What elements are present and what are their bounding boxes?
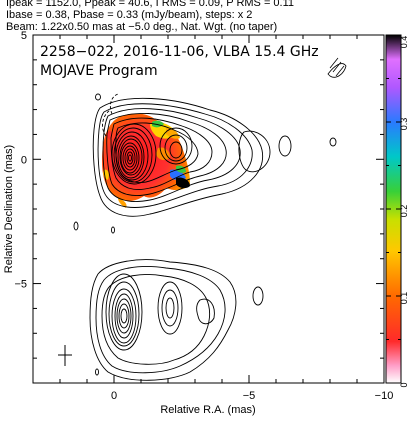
y-axis-label: Relative Declination (mas)	[3, 145, 15, 273]
x-axis-label: Relative R.A. (mas)	[160, 404, 255, 416]
colorbar-tick-label: 0.2	[399, 205, 409, 218]
intensity-contours	[92, 93, 271, 217]
map-subtitle: MOJAVE Program	[40, 63, 158, 79]
isolated-contours	[73, 57, 347, 376]
y-tick-label: −5	[14, 279, 27, 291]
stats-line-2: Ibase = 0.38, Pbase = 0.33 (mJy/beam), s…	[6, 9, 253, 21]
plot-frame	[32, 34, 385, 384]
beam-line: Beam: 1.22x0.50 mas at −5.0 deg., Nat. W…	[6, 21, 278, 33]
axis-ticks	[32, 34, 385, 384]
beam-marker	[58, 345, 72, 366]
colorbar-tick-label: 0.4	[399, 36, 409, 49]
y-tick-label: 5	[21, 30, 27, 42]
colorbar-tick-label: 0	[399, 382, 409, 387]
x-tick-label: 0	[111, 390, 117, 402]
polarized-contours	[89, 259, 237, 381]
map-title: 2258−022, 2016-11-06, VLBA 15.4 GHz	[40, 44, 319, 60]
colorbar-ticks	[386, 34, 401, 384]
x-tick-label: −10	[375, 390, 394, 402]
stats-line-1: Ipeak = 1152.0, Ppeak = 40.6, I RMS = 0.…	[6, 0, 295, 9]
y-tick-label: 0	[21, 154, 27, 166]
x-tick-label: −5	[243, 390, 256, 402]
colorbar-tick-label: 0.1	[399, 292, 409, 305]
colorbar-tick-label: 0.3	[399, 118, 409, 131]
